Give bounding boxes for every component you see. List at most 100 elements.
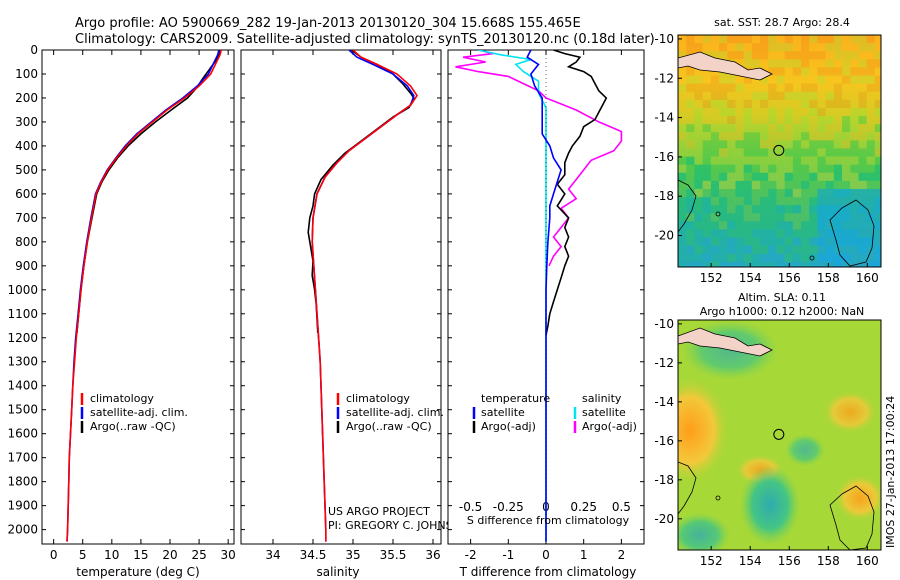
- sst-pixel: [842, 180, 851, 190]
- map-lon-label: 158: [817, 271, 840, 285]
- sst-pixel: [874, 188, 881, 198]
- sst-pixel: [858, 140, 867, 149]
- sst-pixel: [768, 213, 777, 222]
- sst-pixel: [874, 253, 881, 262]
- sst-pixel: [710, 116, 720, 125]
- sst-pixel: [751, 83, 761, 92]
- sst-pixel: [694, 140, 703, 149]
- sst-pixel: [784, 59, 793, 68]
- sst-pixel: [784, 124, 793, 133]
- sst-pixel: [792, 59, 802, 68]
- sst-pixel: [678, 91, 687, 100]
- temperature-x-axis: 0 5 10 15 20 25 30: [50, 50, 236, 562]
- sst-pixel: [842, 91, 851, 100]
- sst-pixel: [809, 237, 818, 246]
- sst-pixel: [784, 51, 793, 60]
- sst-pixel: [743, 59, 752, 68]
- sst-pixel: [833, 213, 843, 222]
- sst-pixel: [842, 197, 851, 206]
- sst-pixel: [735, 245, 744, 254]
- sst-pixel: [702, 148, 711, 157]
- sst-pixel: [678, 221, 687, 230]
- sst-pixel: [719, 35, 728, 44]
- sst-pixel: [866, 51, 875, 60]
- y-tick-label: 1200: [7, 331, 38, 345]
- sst-pixel: [858, 91, 867, 100]
- sst-pixel: [776, 197, 785, 206]
- sst-pixel: [702, 35, 711, 44]
- sst-pixel: [735, 164, 744, 173]
- sst-pixel: [850, 213, 859, 222]
- sst-pixel: [842, 245, 851, 254]
- legend-t-argo-label: Argo(-adj): [481, 420, 536, 433]
- sst-pixel: [719, 261, 728, 267]
- sst-pixel: [817, 140, 826, 149]
- sst-pixel: [727, 148, 736, 157]
- sst-pixel: [833, 229, 843, 238]
- sst-pixel: [784, 67, 793, 76]
- sst-pixel: [694, 205, 703, 214]
- sst-pixel: [710, 51, 720, 60]
- sst-pixel: [842, 148, 851, 157]
- sst-pixel: [801, 180, 810, 190]
- sst-pixel: [710, 245, 720, 254]
- series-line: [66, 50, 222, 542]
- sst-pixel: [874, 221, 881, 230]
- sst-pixel: [694, 172, 703, 181]
- sst-pixel: [809, 245, 818, 254]
- sst-pixel: [686, 261, 695, 267]
- legend-salinity-heading: salinity: [582, 392, 622, 405]
- figure-title-line1: Argo profile: AO 5900669_282 19-Jan-2013…: [75, 16, 581, 31]
- y-tick-label: 1900: [7, 499, 38, 513]
- map-lon-label: 156: [778, 271, 801, 285]
- sst-pixel: [751, 107, 761, 117]
- sst-pixel: [866, 107, 875, 117]
- sst-pixel: [858, 132, 867, 141]
- sst-pixel: [817, 213, 826, 222]
- sst-pixel: [743, 132, 752, 141]
- sst-pixel: [743, 172, 752, 181]
- sst-map-axes: 152 154 156 158 160 -10 -12 -14 -16 -18 -20: [654, 32, 878, 285]
- sst-pixel: [784, 237, 793, 246]
- sst-pixel: [858, 59, 867, 68]
- sst-pixel: [735, 83, 744, 92]
- sst-pixel-texture: [678, 35, 881, 267]
- sst-pixel: [694, 91, 703, 100]
- sst-pixel: [801, 75, 810, 84]
- reef-contour: [829, 485, 875, 550]
- sst-pixel: [735, 261, 744, 267]
- sst-pixel: [710, 35, 720, 44]
- sst-pixel: [833, 245, 843, 254]
- sst-pixel: [776, 43, 785, 52]
- sst-pixel: [710, 253, 720, 262]
- sst-pixel: [719, 51, 728, 60]
- sst-pixel: [727, 197, 736, 206]
- depth-axis: 0 100 200 300 400 500 600 700 800 900 1000 1100 1200…: [7, 43, 234, 537]
- sst-pixel: [784, 156, 793, 165]
- sst-pixel: [784, 43, 793, 52]
- map-lat-label: -10: [654, 32, 674, 46]
- sst-pixel: [850, 180, 859, 190]
- sst-pixel: [801, 83, 810, 92]
- sst-pixel: [792, 172, 802, 181]
- sst-pixel: [809, 59, 818, 68]
- sst-pixel: [792, 213, 802, 222]
- sst-pixel: [768, 91, 777, 100]
- sst-map: sat. SST: 28.7 Argo: 28.4 152 154 156 158 16…: [654, 16, 882, 285]
- sst-pixel: [751, 188, 761, 198]
- sst-pixel: [809, 124, 818, 133]
- sst-pixel: [768, 107, 777, 117]
- sst-pixel: [678, 205, 687, 214]
- sst-pixel: [825, 261, 834, 267]
- map-lat-label: -16: [654, 434, 674, 448]
- sst-pixel: [825, 99, 834, 109]
- sst-pixel: [686, 221, 695, 230]
- sst-pixel: [784, 188, 793, 198]
- sst-pixel: [710, 99, 720, 109]
- sla-map-axes: 152 154 156 158 160 -10 -12 -14 -16 -18 -20: [654, 317, 878, 568]
- sst-pixel: [743, 156, 752, 165]
- sst-pixel: [710, 43, 720, 52]
- sst-pixel: [842, 213, 851, 222]
- map-lat-label: -16: [654, 150, 674, 164]
- y-tick-label: 1300: [7, 355, 38, 369]
